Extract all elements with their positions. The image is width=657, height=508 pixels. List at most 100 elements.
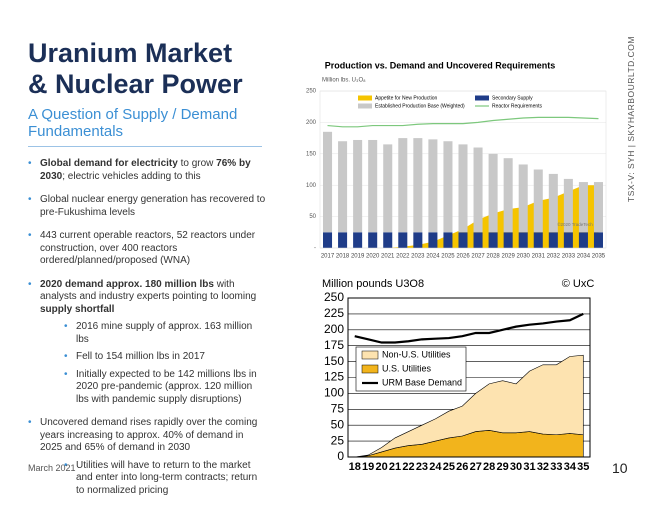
bar: [323, 131, 333, 233]
slide: Uranium Market & Nuclear Power A Question…: [0, 0, 657, 484]
x-tick-label: 33: [550, 461, 562, 473]
x-tick-label: 35: [577, 461, 589, 473]
chart-title: Million pounds U3O8: [322, 278, 424, 290]
x-tick-label: 2020: [366, 254, 380, 260]
page-number: 10: [612, 460, 628, 476]
legend-swatch: [361, 350, 379, 360]
bar: [323, 232, 333, 248]
x-tick-label: 2031: [532, 254, 546, 260]
y-tick-label: 175: [324, 338, 344, 352]
title-line: Uranium Market: [28, 38, 233, 68]
y-tick-label: 250: [306, 89, 317, 95]
x-tick-label: 26: [456, 461, 468, 473]
legend-label: Secondary Supply: [492, 95, 533, 101]
x-tick-label: 2026: [456, 254, 470, 260]
bar: [473, 147, 483, 233]
x-tick-label: 25: [443, 461, 455, 473]
y-tick-label: 50: [331, 417, 345, 431]
x-tick-label: 31: [523, 461, 535, 473]
y-axis-label: Million lbs. U₃O₈: [322, 78, 366, 84]
x-tick-label: 22: [402, 461, 414, 473]
bar: [443, 232, 453, 248]
x-tick-label: 2022: [396, 254, 410, 260]
x-tick-label: 2021: [381, 254, 395, 260]
legend-label: U.S. Utilities: [382, 363, 432, 373]
bullet-text: 443 current operable reactors, 52 reacto…: [40, 230, 256, 266]
bar: [338, 141, 348, 233]
x-tick-label: 23: [416, 461, 428, 473]
slide-title: Uranium Market & Nuclear Power: [28, 38, 243, 100]
x-tick-label: 2019: [351, 254, 365, 260]
bullet-text: with analysts and industry experts point…: [40, 278, 257, 303]
bar: [383, 232, 393, 248]
bullet: Global demand for electricity to grow 76…: [26, 158, 266, 183]
bar: [398, 138, 408, 233]
legend-swatch: [358, 103, 372, 109]
bar: [518, 232, 528, 248]
x-tick-label: 30: [510, 461, 522, 473]
bullet-text: supply shortfall: [40, 303, 115, 315]
bar: [398, 232, 408, 248]
x-tick-label: 2032: [547, 254, 561, 260]
bar: [503, 158, 513, 233]
y-tick-label: 75: [331, 401, 345, 415]
sub-bullet: Initially expected to be 142 millions lb…: [40, 369, 266, 407]
bar: [443, 141, 453, 233]
y-tick-label: 150: [324, 354, 344, 368]
x-tick-label: 34: [564, 461, 577, 473]
bar: [338, 232, 348, 248]
y-tick-label: 150: [306, 151, 317, 157]
bullet-text: Global demand for electricity: [40, 158, 178, 169]
x-tick-label: 2033: [562, 254, 576, 260]
x-tick-label: 2018: [336, 254, 350, 260]
plot-frame: [319, 90, 607, 249]
bullet: 443 current operable reactors, 52 reacto…: [26, 230, 266, 268]
bar: [353, 139, 363, 233]
y-tick-label: 25: [331, 433, 345, 447]
x-tick-label: 19: [362, 461, 374, 473]
bar: [413, 232, 423, 248]
x-tick-label: 2030: [517, 254, 531, 260]
x-tick-label: 2029: [501, 254, 515, 260]
legend-label: URM Base Demand: [382, 377, 462, 387]
footer-date: March 2021: [28, 463, 76, 473]
x-tick-label: 2025: [441, 254, 455, 260]
bar: [353, 232, 363, 248]
x-tick-label: 2023: [411, 254, 425, 260]
x-tick-label: 2024: [426, 254, 440, 260]
y-tick-label: -: [314, 246, 316, 252]
legend-label: Appetite for New Production: [375, 95, 437, 101]
bullet-text: 2020 demand approx. 180 million lbs: [40, 278, 214, 290]
bar: [368, 232, 378, 248]
legend-swatch: [475, 95, 489, 101]
x-tick-label: 29: [496, 461, 508, 473]
line: [354, 312, 584, 344]
bullet-text: to grow: [177, 158, 217, 169]
chart-title: Production vs. Demand and Uncovered Requ…: [325, 60, 556, 70]
x-tick-label: 2028: [486, 254, 500, 260]
x-tick-label: 24: [429, 461, 442, 473]
bar: [563, 232, 573, 248]
bullet: 2020 demand approx. 180 million lbs with…: [26, 279, 266, 407]
bar: [428, 232, 438, 248]
y-tick-label: 200: [324, 322, 344, 336]
bar: [458, 232, 468, 248]
charts: Production vs. Demand and Uncovered Requ…: [306, 60, 607, 473]
x-tick-label: 2017: [321, 254, 335, 260]
bar: [533, 232, 543, 248]
divider: [28, 146, 262, 147]
bullet-text: Uncovered demand rises rapidly over the …: [40, 417, 258, 453]
bullet-text: 76% by 2030: [40, 158, 251, 182]
bar: [428, 139, 438, 233]
title-line: & Nuclear Power: [28, 69, 243, 99]
bar: [488, 232, 498, 248]
bar: [593, 182, 603, 233]
watermark: ©2020 TradeTech: [557, 221, 593, 227]
line: [327, 116, 599, 128]
bar: [533, 169, 543, 233]
bar: [458, 144, 468, 233]
y-tick-label: 200: [306, 120, 317, 126]
y-tick-label: 250: [324, 290, 344, 304]
y-tick-label: 50: [309, 214, 316, 220]
y-tick-label: 100: [324, 386, 344, 400]
